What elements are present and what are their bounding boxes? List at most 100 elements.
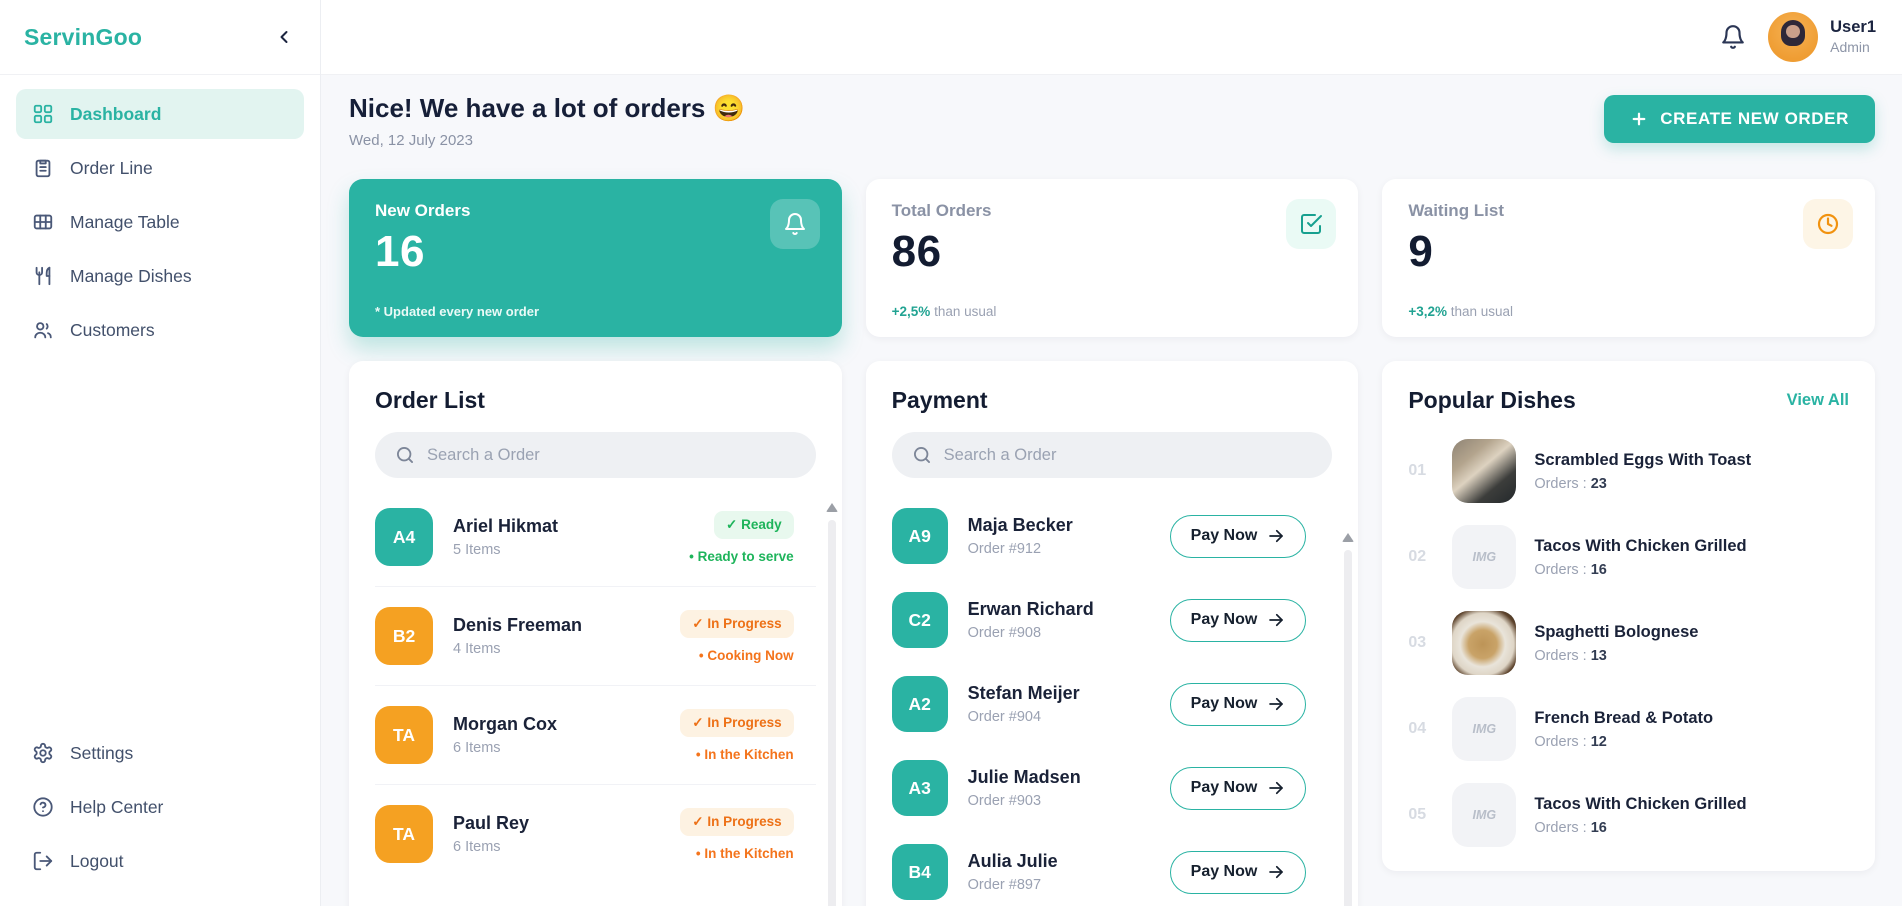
order-items-count: 4 Items — [453, 641, 501, 657]
topbar: User1 Admin — [321, 0, 1902, 75]
dish-row[interactable]: 03 Spaghetti Bolognese Orders : 13 — [1408, 600, 1849, 686]
table-badge: A3 — [891, 760, 948, 816]
order-row[interactable]: A4 Ariel Hikmat 5 Items ✓ Ready • Ready … — [375, 488, 816, 587]
dish-rank: 03 — [1408, 634, 1427, 651]
payment-scrollbar[interactable] — [1342, 533, 1355, 906]
sidebar-collapse-button[interactable] — [274, 27, 294, 47]
dish-orders: Orders : 16 — [1534, 819, 1607, 836]
pay-now-button[interactable]: Pay Now — [1169, 514, 1307, 558]
dish-name: French Bread & Potato — [1534, 708, 1714, 727]
pay-now-button[interactable]: Pay Now — [1169, 682, 1307, 726]
order-list-scrollbar[interactable] — [825, 503, 838, 906]
arrow-right-icon — [1267, 611, 1285, 629]
stat-card-new-orders: New Orders 16 * Updated every new order — [349, 179, 842, 337]
payment-info: Stefan Meijer Order #904 — [968, 683, 1150, 725]
stat-value: 16 — [375, 227, 425, 276]
table-badge: A9 — [891, 508, 948, 564]
create-new-order-button[interactable]: CREATE NEW ORDER — [1604, 95, 1875, 143]
img-placeholder-label: IMG — [1472, 550, 1497, 564]
arrow-right-icon — [1267, 863, 1285, 881]
user-menu[interactable]: User1 Admin — [1768, 12, 1876, 62]
dish-photo — [1452, 439, 1517, 503]
sidebar-item-manage-table[interactable]: Manage Table — [16, 197, 304, 247]
order-info: Denis Freeman 4 Items — [453, 615, 660, 657]
order-info: Paul Rey 6 Items — [453, 813, 660, 855]
create-new-order-label: CREATE NEW ORDER — [1660, 109, 1849, 128]
notifications-button[interactable] — [1720, 24, 1746, 50]
order-items-count: 6 Items — [453, 740, 501, 756]
table-badge: C2 — [891, 592, 948, 648]
avatar — [1768, 12, 1819, 62]
stat-label: New Orders — [375, 201, 471, 220]
stat-note-text: than usual — [934, 304, 997, 319]
scroll-up-icon[interactable] — [825, 503, 838, 512]
order-number: Order #912 — [967, 541, 1042, 557]
main-area: User1 Admin Nice! We have a lot of order… — [321, 0, 1902, 906]
payment-row[interactable]: C2 Erwan Richard Order #908 Pay Now — [891, 578, 1333, 662]
dish-info: Spaghetti Bolognese Orders : 13 — [1534, 623, 1698, 664]
customer-name: Stefan Meijer — [967, 683, 1080, 703]
scroll-track[interactable] — [1344, 550, 1353, 906]
payment-row[interactable]: A3 Julie Madsen Order #903 Pay Now — [891, 746, 1333, 830]
order-list-title: Order List — [375, 387, 485, 413]
check-glyph: ✓ — [726, 516, 738, 532]
plus-icon — [1630, 110, 1648, 128]
sidebar-item-label: Customers — [70, 319, 155, 340]
clipboard-icon — [32, 157, 54, 179]
dish-row[interactable]: 05 IMG Tacos With Chicken Grilled Orders… — [1408, 772, 1849, 858]
pay-now-label: Pay Now — [1190, 779, 1258, 796]
scroll-track[interactable] — [827, 520, 836, 906]
sidebar-item-logout[interactable]: Logout — [16, 836, 304, 886]
payment-info: Maja Becker Order #912 — [968, 515, 1150, 557]
sidebar-item-manage-dishes[interactable]: Manage Dishes — [16, 251, 304, 301]
page-date: Wed, 12 July 2023 — [349, 132, 473, 149]
order-rows: A4 Ariel Hikmat 5 Items ✓ Ready • Ready … — [375, 488, 816, 883]
customer-name: Maja Becker — [967, 515, 1073, 535]
sidebar-item-customers[interactable]: Customers — [16, 305, 304, 355]
order-row[interactable]: TA Morgan Cox 6 Items ✓ In Progress • In… — [375, 686, 816, 785]
pay-now-button[interactable]: Pay Now — [1169, 598, 1307, 642]
sidebar-item-order-line[interactable]: Order Line — [16, 143, 304, 193]
page-head-left: Nice! We have a lot of orders 😄 Wed, 12 … — [349, 93, 745, 149]
dish-orders: Orders : 23 — [1534, 475, 1607, 492]
customer-name: Erwan Richard — [967, 599, 1094, 619]
sidebar-item-label: Logout — [70, 850, 124, 871]
dish-row[interactable]: 04 IMG French Bread & Potato Orders : 12 — [1408, 686, 1849, 772]
dish-name: Scrambled Eggs With Toast — [1534, 450, 1752, 469]
view-all-link[interactable]: View All — [1786, 391, 1849, 409]
order-row[interactable]: TA Paul Rey 6 Items ✓ In Progress • In t… — [375, 785, 816, 883]
scroll-up-icon[interactable] — [1342, 533, 1355, 542]
payment-row[interactable]: A9 Maja Becker Order #912 Pay Now — [891, 494, 1333, 578]
customer-name: Morgan Cox — [453, 714, 558, 734]
payment-row[interactable]: B4 Aulia Julie Order #897 Pay Now — [891, 830, 1333, 906]
dish-orders: Orders : 12 — [1534, 733, 1607, 750]
dish-row[interactable]: 01 Scrambled Eggs With Toast Orders : 23 — [1408, 428, 1849, 514]
sidebar-item-label: Manage Table — [70, 211, 180, 232]
order-search-box — [375, 432, 816, 478]
dish-row[interactable]: 02 IMG Tacos With Chicken Grilled Orders… — [1408, 514, 1849, 600]
order-status: ✓ In Progress • Cooking Now — [680, 609, 794, 663]
order-status: ✓ In Progress • In the Kitchen — [680, 807, 794, 861]
payment-row[interactable]: A2 Stefan Meijer Order #904 Pay Now — [891, 662, 1333, 746]
payment-info: Julie Madsen Order #903 — [968, 767, 1150, 809]
pay-now-button[interactable]: Pay Now — [1169, 850, 1307, 894]
clock-icon — [1802, 199, 1853, 249]
sidebar-item-settings[interactable]: Settings — [16, 728, 304, 778]
dish-image-placeholder: IMG — [1452, 525, 1517, 589]
order-number: Order #897 — [967, 877, 1042, 893]
sidebar-item-help-center[interactable]: Help Center — [16, 782, 304, 832]
sidebar-item-dashboard[interactable]: Dashboard — [16, 89, 304, 139]
dish-image-placeholder: IMG — [1452, 697, 1517, 761]
order-row[interactable]: B2 Denis Freeman 4 Items ✓ In Progress •… — [375, 587, 816, 686]
sub-status: • In the Kitchen — [695, 845, 794, 861]
stat-value: 86 — [891, 227, 942, 276]
bell-icon — [1720, 24, 1746, 50]
pay-now-button[interactable]: Pay Now — [1169, 766, 1307, 810]
cutlery-icon — [32, 265, 54, 287]
payment-search-input[interactable] — [943, 445, 1313, 465]
stat-note-text: than usual — [1450, 304, 1514, 319]
panels-row: Order List A4 Ariel Hikmat — [349, 361, 1875, 906]
stat-label: Total Orders — [891, 201, 992, 220]
order-search-input[interactable] — [427, 445, 796, 465]
